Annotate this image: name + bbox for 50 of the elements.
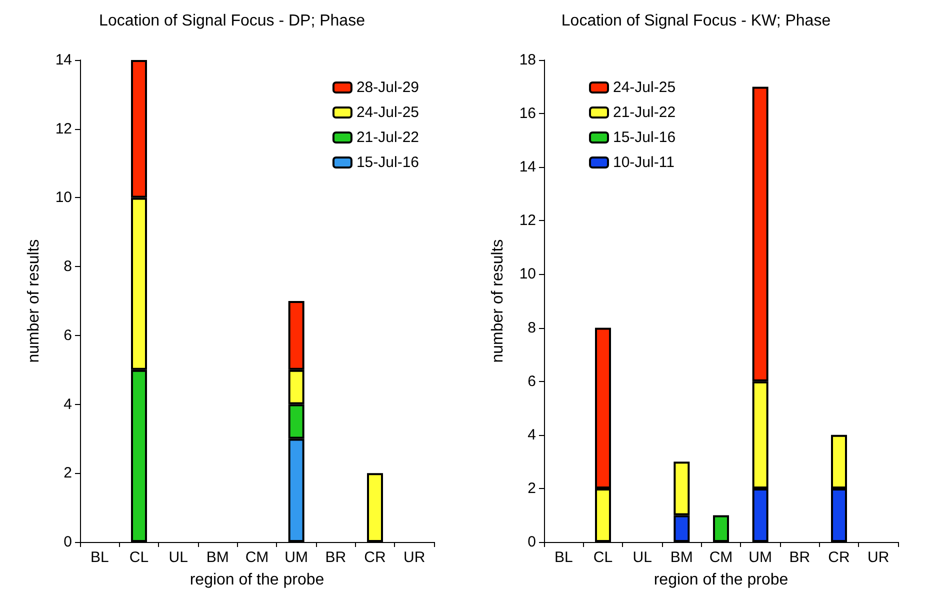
x-tick-label: BM xyxy=(206,549,229,566)
legend-label: 15-Jul-16 xyxy=(356,154,420,171)
x-tick-label: UR xyxy=(867,549,890,566)
y-tick-label: 8 xyxy=(64,258,72,276)
y-tick-label: 0 xyxy=(528,534,536,550)
legend-label: 21-Jul-22 xyxy=(356,129,420,146)
x-tick-label: UL xyxy=(632,549,652,566)
legend-label: 10-Jul-11 xyxy=(613,154,674,171)
legend-label: 24-Jul-25 xyxy=(356,104,420,121)
y-tick-label: 4 xyxy=(528,426,536,444)
y-axis-title: number of results xyxy=(490,239,506,363)
legend-label: 15-Jul-16 xyxy=(613,129,676,146)
x-tick-label: UM xyxy=(284,549,308,566)
x-tick-label: CL xyxy=(593,549,613,566)
y-tick-label: 10 xyxy=(55,189,72,206)
chart-title: Location of Signal Focus - KW; Phase xyxy=(561,12,831,30)
x-tick-label: CL xyxy=(129,549,149,566)
x-tick-label: CR xyxy=(828,549,850,566)
y-tick-label: 4 xyxy=(64,396,72,413)
x-tick-label: BL xyxy=(90,549,109,566)
x-axis-title: region of the probe xyxy=(654,572,788,588)
y-tick-label: 12 xyxy=(55,120,72,138)
y-tick-label: 10 xyxy=(519,266,536,283)
y-tick-label: 18 xyxy=(519,52,536,68)
legend-label: 21-Jul-22 xyxy=(613,104,676,121)
y-tick-label: 12 xyxy=(519,212,536,230)
legend-label: 28-Jul-29 xyxy=(356,79,420,96)
y-axis-title: number of results xyxy=(26,239,42,363)
y-tick-label: 8 xyxy=(528,319,536,336)
x-tick-label: BM xyxy=(670,549,693,566)
x-axis-title: region of the probe xyxy=(190,572,324,588)
chart-title: Location of Signal Focus - DP; Phase xyxy=(99,12,366,30)
y-tick-label: 6 xyxy=(528,372,536,390)
x-tick-label: BR xyxy=(789,549,810,566)
x-tick-label: BL xyxy=(554,549,573,566)
x-tick-label: CR xyxy=(364,549,386,566)
x-tick-label: CM xyxy=(245,549,269,566)
y-tick-label: 2 xyxy=(64,464,72,482)
y-tick-label: 16 xyxy=(519,105,536,122)
legend-label: 24-Jul-25 xyxy=(613,79,676,96)
y-tick-label: 14 xyxy=(519,158,536,176)
y-tick-label: 0 xyxy=(64,534,72,550)
x-tick-label: UM xyxy=(748,549,772,566)
y-tick-label: 14 xyxy=(55,52,72,68)
y-tick-label: 6 xyxy=(64,326,72,344)
x-tick-label: UR xyxy=(403,549,426,566)
y-tick-label: 2 xyxy=(528,480,536,497)
x-tick-label: CM xyxy=(709,549,733,566)
x-tick-label: UL xyxy=(168,549,188,566)
x-tick-label: BR xyxy=(325,549,346,566)
